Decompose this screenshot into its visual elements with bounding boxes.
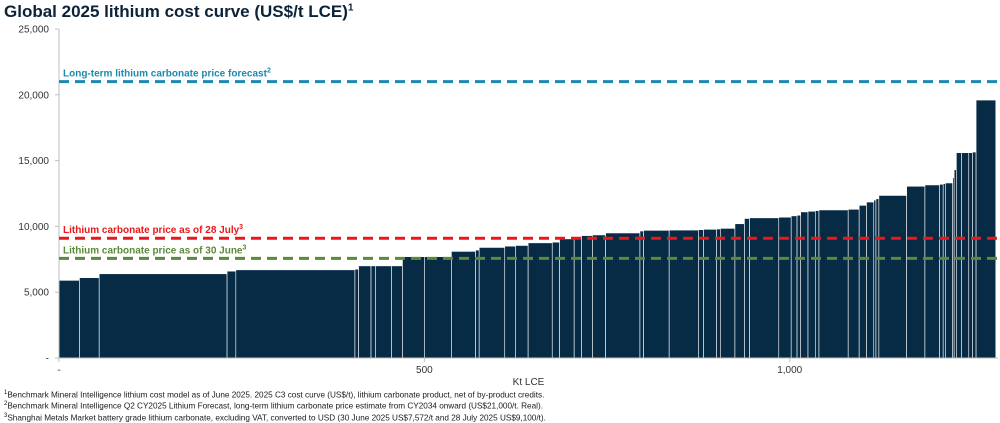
cost-bar-31	[720, 228, 736, 359]
y-tick-label: -	[46, 354, 49, 365]
cost-bar-54	[953, 169, 957, 359]
y-tick-label: 25,000	[18, 25, 49, 36]
title-footnote-marker: 1	[347, 2, 354, 14]
cost-bar-26	[643, 230, 670, 359]
reference-lines-layer: Long-term lithium carbonate price foreca…	[59, 68, 998, 260]
cost-bar-18	[527, 242, 553, 359]
cost-bar-51	[942, 183, 946, 359]
footnote-3: 3Shanghai Metals Market battery grade li…	[4, 412, 546, 423]
cost-bar-20	[559, 238, 575, 359]
cost-bar-52	[945, 182, 954, 359]
cost-bar-55	[956, 152, 962, 359]
x-tick-label: 1,000	[777, 365, 802, 376]
cost-bar-30	[716, 228, 721, 359]
x-tick-label: 500	[416, 365, 433, 376]
cost-bar-29	[703, 229, 717, 359]
footnotes: 1Benchmark Mineral Intelligence lithium …	[4, 389, 546, 423]
cost-bar-2	[79, 277, 100, 359]
cost-bar-6	[354, 268, 359, 359]
cost-bar-23	[592, 234, 606, 359]
cost-bar-22	[581, 235, 593, 359]
cost-bar-32	[734, 223, 745, 359]
footnote-2: 2Benchmark Mineral Intelligence Q2 CY202…	[4, 401, 543, 412]
cost-bar-58	[972, 151, 977, 359]
cost-bar-16	[504, 245, 517, 359]
cost-bar-44	[866, 201, 875, 359]
axes-layer: - 5,000 10,000 15,000 20,000 25,000 - 500 1,000 K…	[18, 25, 998, 388]
cost-bar-50	[939, 183, 944, 359]
reference-line-label-2: Lithium carbonate price as of 28 July3	[63, 224, 243, 236]
cost-bar-47	[878, 195, 907, 359]
cost-bar-7	[358, 265, 372, 359]
cost-bar-39	[807, 210, 816, 359]
cost-bar-8	[370, 265, 376, 359]
cost-bar-49	[924, 184, 940, 359]
cost-bar-14	[475, 249, 480, 359]
cost-bar-27	[668, 229, 699, 359]
cost-bar-56	[961, 152, 970, 359]
reference-line-label-3: Lithium carbonate price as of 30 June3	[63, 244, 247, 256]
cost-bar-40	[815, 210, 820, 359]
y-tick-label: 5,000	[24, 288, 49, 299]
cost-bar-45	[873, 199, 877, 359]
cost-bar-28	[698, 229, 704, 359]
footnote-1: 1Benchmark Mineral Intelligence lithium …	[4, 390, 545, 400]
cost-bar-43	[858, 205, 867, 359]
cost-bar-10	[391, 265, 403, 359]
cost-bar-1	[58, 280, 80, 359]
cost-bar-12	[424, 256, 452, 359]
cost-bar-21	[573, 237, 582, 359]
cost-bar-24	[605, 232, 641, 359]
y-tick-label: 20,000	[18, 90, 49, 101]
cost-bar-59	[975, 99, 997, 359]
reference-line-label-1: Long-term lithium carbonate price foreca…	[63, 68, 271, 80]
cost-bar-17	[515, 245, 529, 359]
y-tick-label: 10,000	[18, 222, 49, 233]
x-tick-label: -	[57, 365, 60, 376]
cost-bar-46	[875, 198, 880, 359]
cost-bar-4	[226, 270, 237, 359]
cost-bar-3	[98, 273, 228, 359]
cost-bar-48	[906, 185, 926, 359]
cost-bar-41	[818, 209, 849, 359]
cost-bar-38	[800, 211, 809, 359]
cost-bar-25	[639, 230, 644, 359]
cost-bar-34	[749, 217, 780, 359]
cost-bar-57	[968, 152, 973, 359]
y-tick-label: 15,000	[18, 156, 49, 167]
cost-bar-42	[847, 208, 860, 359]
cost-bar-13	[451, 251, 476, 359]
cost-bar-15	[478, 247, 506, 359]
cost-bar-9	[375, 265, 392, 359]
cost-bar-11	[402, 256, 425, 359]
chart-title: Global 2025 lithium cost curve (US$/t LC…	[4, 2, 354, 21]
cost-bar-37	[796, 214, 801, 359]
x-axis-title: Kt LCE	[513, 377, 545, 388]
cost-bar-5	[235, 269, 356, 359]
